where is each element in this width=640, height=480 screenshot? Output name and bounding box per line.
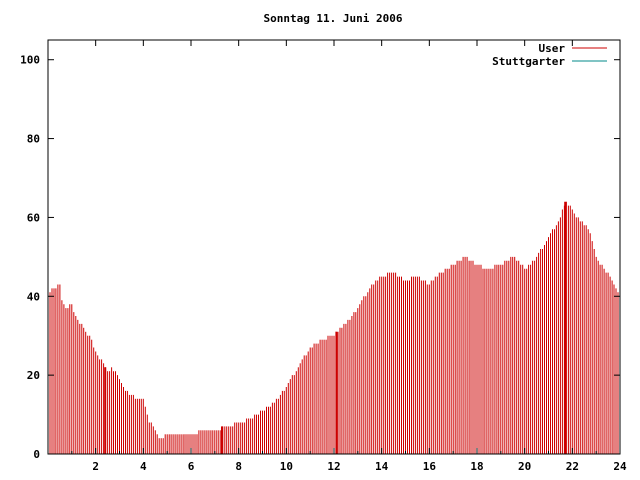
x-tick-label: 10	[280, 460, 293, 473]
legend: User Stuttgarter	[492, 42, 607, 68]
legend-label-user: User	[539, 42, 566, 55]
y-tick-label: 20	[27, 369, 40, 382]
x-tick-label: 22	[566, 460, 579, 473]
legend-label-stuttgarter: Stuttgarter	[492, 55, 565, 68]
x-tick-label: 20	[518, 460, 531, 473]
x-tick-label: 16	[423, 460, 437, 473]
x-tick-label: 8	[235, 460, 242, 473]
y-tick-label: 80	[27, 133, 40, 146]
x-axis: 2 4 6 8 10 12 14 16 18 20 22 24	[71, 40, 627, 473]
chart-title: Sonntag 11. Juni 2006	[263, 12, 402, 25]
y-tick-label: 0	[33, 448, 40, 461]
x-tick-label: 4	[140, 460, 147, 473]
y-tick-label: 40	[27, 290, 40, 303]
x-tick-label: 12	[327, 460, 340, 473]
x-tick-label: 18	[470, 460, 483, 473]
x-tick-label: 24	[613, 460, 627, 473]
y-tick-label: 60	[27, 211, 40, 224]
x-tick-label: 2	[92, 460, 99, 473]
x-tick-label: 6	[188, 460, 195, 473]
bar-series-user	[47, 201, 621, 454]
y-axis: 0 20 40 60 80 100	[20, 54, 620, 461]
y-tick-label: 100	[20, 54, 40, 67]
x-tick-label: 14	[375, 460, 389, 473]
